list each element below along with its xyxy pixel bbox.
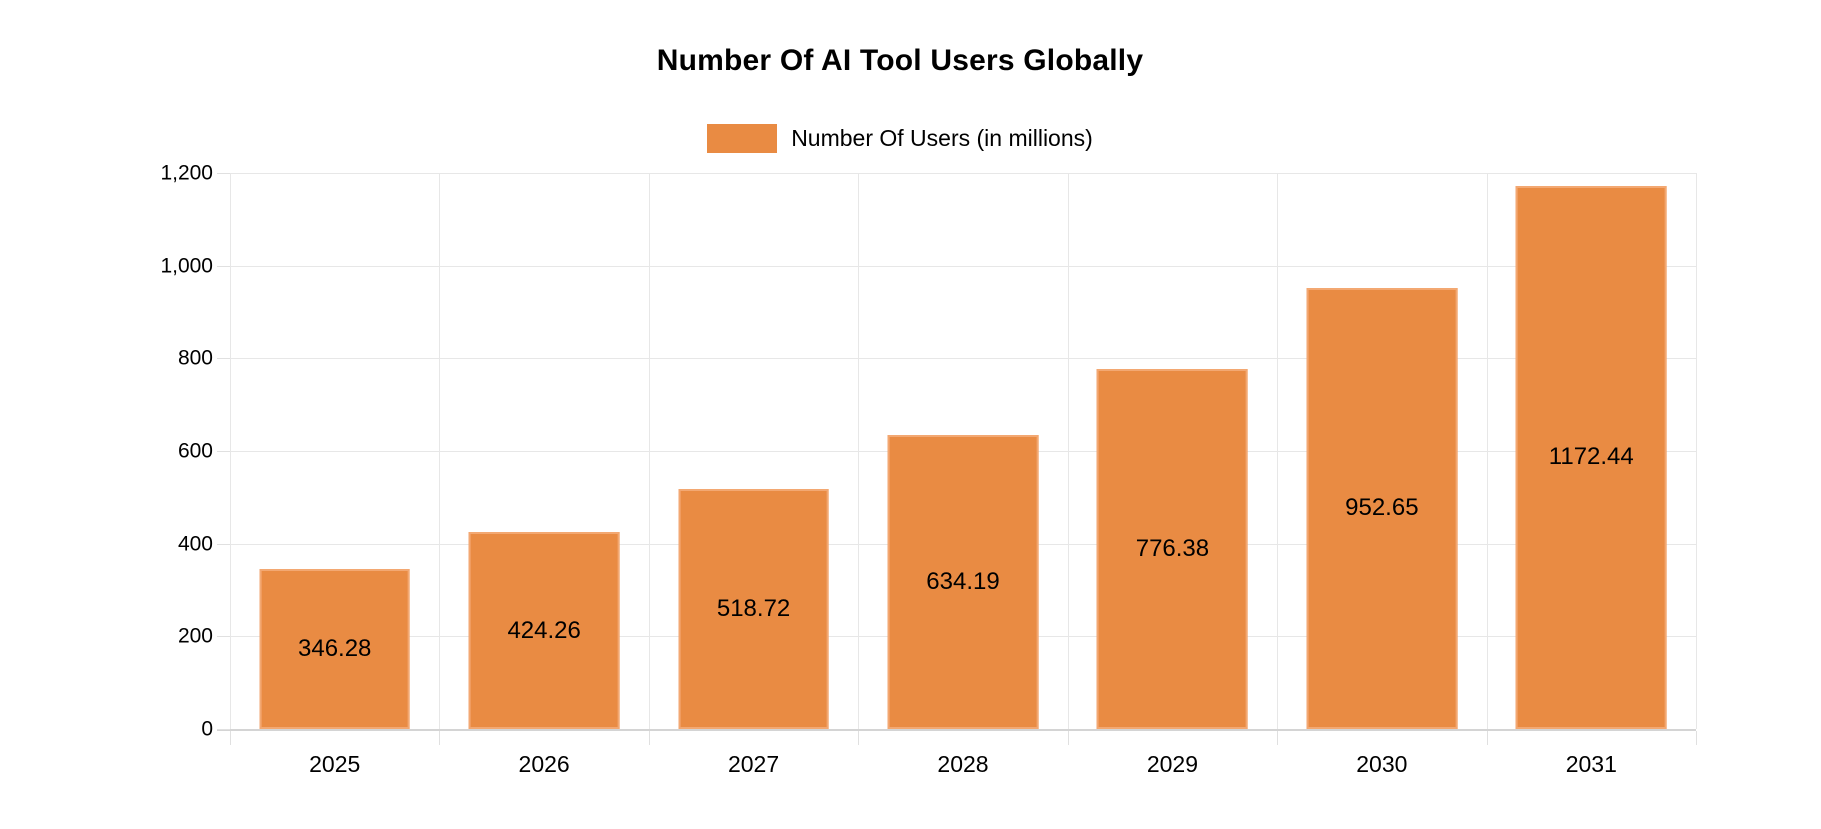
- x-axis-label: 2031: [1565, 751, 1617, 777]
- x-axis-label: 2026: [518, 751, 570, 777]
- legend-label: Number Of Users (in millions): [791, 125, 1093, 151]
- y-axis-tick: [217, 543, 230, 545]
- x-axis-tick: [1277, 731, 1279, 745]
- x-axis-tick: [1696, 731, 1697, 745]
- vertical-gridline: [230, 173, 231, 729]
- horizontal-gridline: [230, 358, 1696, 360]
- bar-value-label: 776.38: [1135, 535, 1210, 563]
- bar-value-label: 952.65: [1345, 494, 1419, 522]
- y-axis-tick: [217, 729, 230, 730]
- y-axis-label: 1,200: [160, 161, 213, 185]
- bar-2026[interactable]: 424.26: [468, 532, 620, 729]
- x-axis-tick: [648, 731, 650, 745]
- y-axis-label: 600: [177, 439, 213, 463]
- vertical-gridline: [1486, 173, 1488, 729]
- y-axis-label: 800: [177, 346, 213, 370]
- x-axis-tick: [230, 731, 231, 745]
- bar-value-label: 346.28: [298, 634, 372, 662]
- bar-2031[interactable]: 1172.44: [1515, 185, 1667, 729]
- vertical-gridline: [1696, 173, 1697, 729]
- vertical-gridline: [1277, 173, 1279, 729]
- vertical-gridline: [648, 173, 650, 729]
- chart-title: Number Of AI Tool Users Globally: [656, 44, 1144, 77]
- vertical-gridline: [1067, 173, 1069, 729]
- y-axis-tick: [217, 636, 230, 638]
- y-axis-label: 400: [177, 532, 213, 556]
- y-axis-tick: [217, 173, 230, 174]
- x-axis-tick: [1486, 731, 1488, 745]
- legend-swatch: [707, 124, 778, 153]
- y-axis-tick: [217, 358, 230, 360]
- bar-value-label: 634.19: [926, 568, 1000, 596]
- bar-2027[interactable]: 518.72: [678, 488, 829, 729]
- vertical-gridline: [439, 173, 441, 729]
- legend-item[interactable]: Number Of Users (in millions): [707, 124, 1093, 153]
- plot-area: 0 200 400 600 800 1,000 1,200 346.28 2025 424.26 2…: [160, 163, 1697, 776]
- x-axis-label: 2027: [727, 751, 780, 777]
- y-axis-label: 0: [201, 717, 213, 741]
- bar-value-label: 518.72: [716, 594, 791, 622]
- x-axis-label: 2025: [309, 751, 361, 777]
- bar-2025[interactable]: 346.28: [259, 568, 411, 729]
- legend: Number Of Users (in millions): [0, 124, 1800, 153]
- x-axis-label: 2029: [1146, 751, 1199, 777]
- bar-2028[interactable]: 634.19: [887, 435, 1039, 729]
- horizontal-gridline: [230, 173, 1696, 174]
- y-axis-label: 1,000: [160, 254, 213, 278]
- bar-value-label: 1172.44: [1548, 443, 1634, 471]
- x-axis-line-extension: [217, 729, 230, 731]
- x-axis-label: 2028: [937, 751, 989, 777]
- horizontal-gridline: [230, 265, 1696, 267]
- y-axis-tick: [217, 451, 230, 452]
- vertical-gridline: [858, 173, 860, 729]
- x-axis-tick: [439, 731, 441, 745]
- x-axis-tick: [858, 731, 860, 745]
- x-axis-tick: [1067, 731, 1069, 745]
- bar-2030[interactable]: 952.65: [1306, 287, 1458, 729]
- x-axis-label: 2030: [1356, 751, 1408, 777]
- y-axis-label: 200: [177, 624, 213, 648]
- bar-value-label: 424.26: [507, 616, 581, 644]
- y-axis-tick: [217, 265, 230, 267]
- bar-2029[interactable]: 776.38: [1097, 369, 1248, 729]
